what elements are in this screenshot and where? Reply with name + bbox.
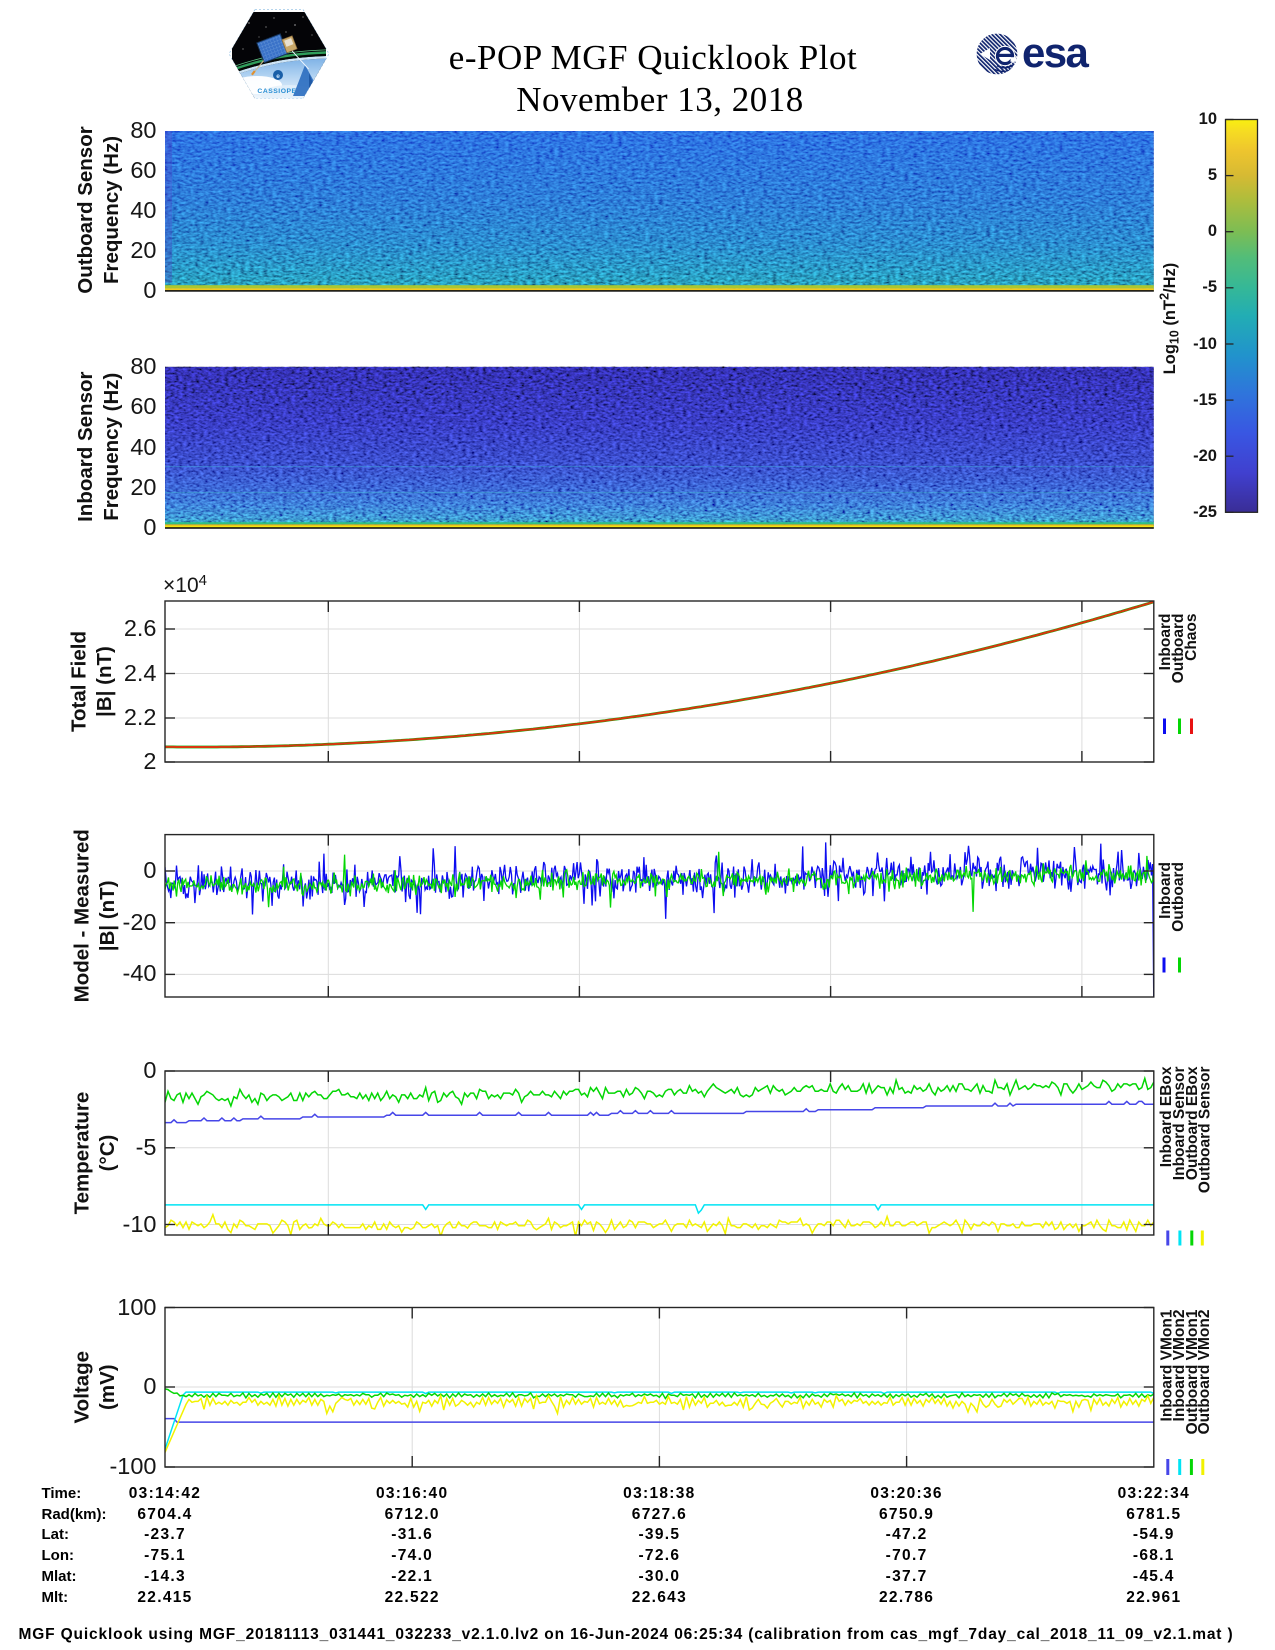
svg-text:Inboard: Inboard	[1157, 614, 1174, 671]
svg-text:Outboard VMon2: Outboard VMon2	[1196, 1310, 1213, 1435]
svg-text:Log10 (nT2/Hz): Log10 (nT2/Hz)	[1158, 263, 1182, 375]
svg-text:e: e	[276, 73, 280, 80]
svg-text:Inboard EBox: Inboard EBox	[1158, 1066, 1175, 1167]
svg-text:Inboard VMon2: Inboard VMon2	[1171, 1310, 1188, 1422]
svg-text:(°C): (°C)	[96, 1135, 119, 1172]
svg-text:Outboard: Outboard	[1170, 862, 1187, 932]
svg-text:Chaos: Chaos	[1183, 614, 1200, 661]
svg-text:Model - Measured: Model - Measured	[71, 829, 94, 1002]
svg-text:Voltage: Voltage	[71, 1351, 94, 1424]
svg-text:|B| (nT): |B| (nT)	[93, 646, 116, 717]
svg-text:Outboard: Outboard	[1170, 614, 1187, 684]
svg-text:Outboard VMon1: Outboard VMon1	[1184, 1309, 1201, 1434]
svg-text:Total Field: Total Field	[68, 631, 91, 732]
svg-text:Inboard: Inboard	[1157, 862, 1174, 919]
svg-text:(mV): (mV)	[96, 1364, 119, 1410]
svg-text:esa: esa	[1022, 31, 1090, 76]
svg-text:Inboard VMon1: Inboard VMon1	[1158, 1309, 1175, 1421]
svg-text:Outboard EBox: Outboard EBox	[1184, 1066, 1201, 1180]
svg-text:Temperature: Temperature	[71, 1092, 94, 1215]
svg-text:CASSIOPE: CASSIOPE	[257, 88, 296, 95]
svg-text:Inboard Sensor: Inboard Sensor	[74, 372, 97, 522]
svg-text:Outboard Sensor: Outboard Sensor	[74, 126, 97, 293]
svg-text:Frequency (Hz): Frequency (Hz)	[100, 136, 123, 284]
svg-text:Outboard Sensor: Outboard Sensor	[1196, 1067, 1213, 1194]
svg-text:Frequency (Hz): Frequency (Hz)	[100, 373, 123, 521]
svg-text:Inboard Sensor: Inboard Sensor	[1171, 1067, 1188, 1181]
svg-text:|B| (nT): |B| (nT)	[96, 880, 119, 951]
